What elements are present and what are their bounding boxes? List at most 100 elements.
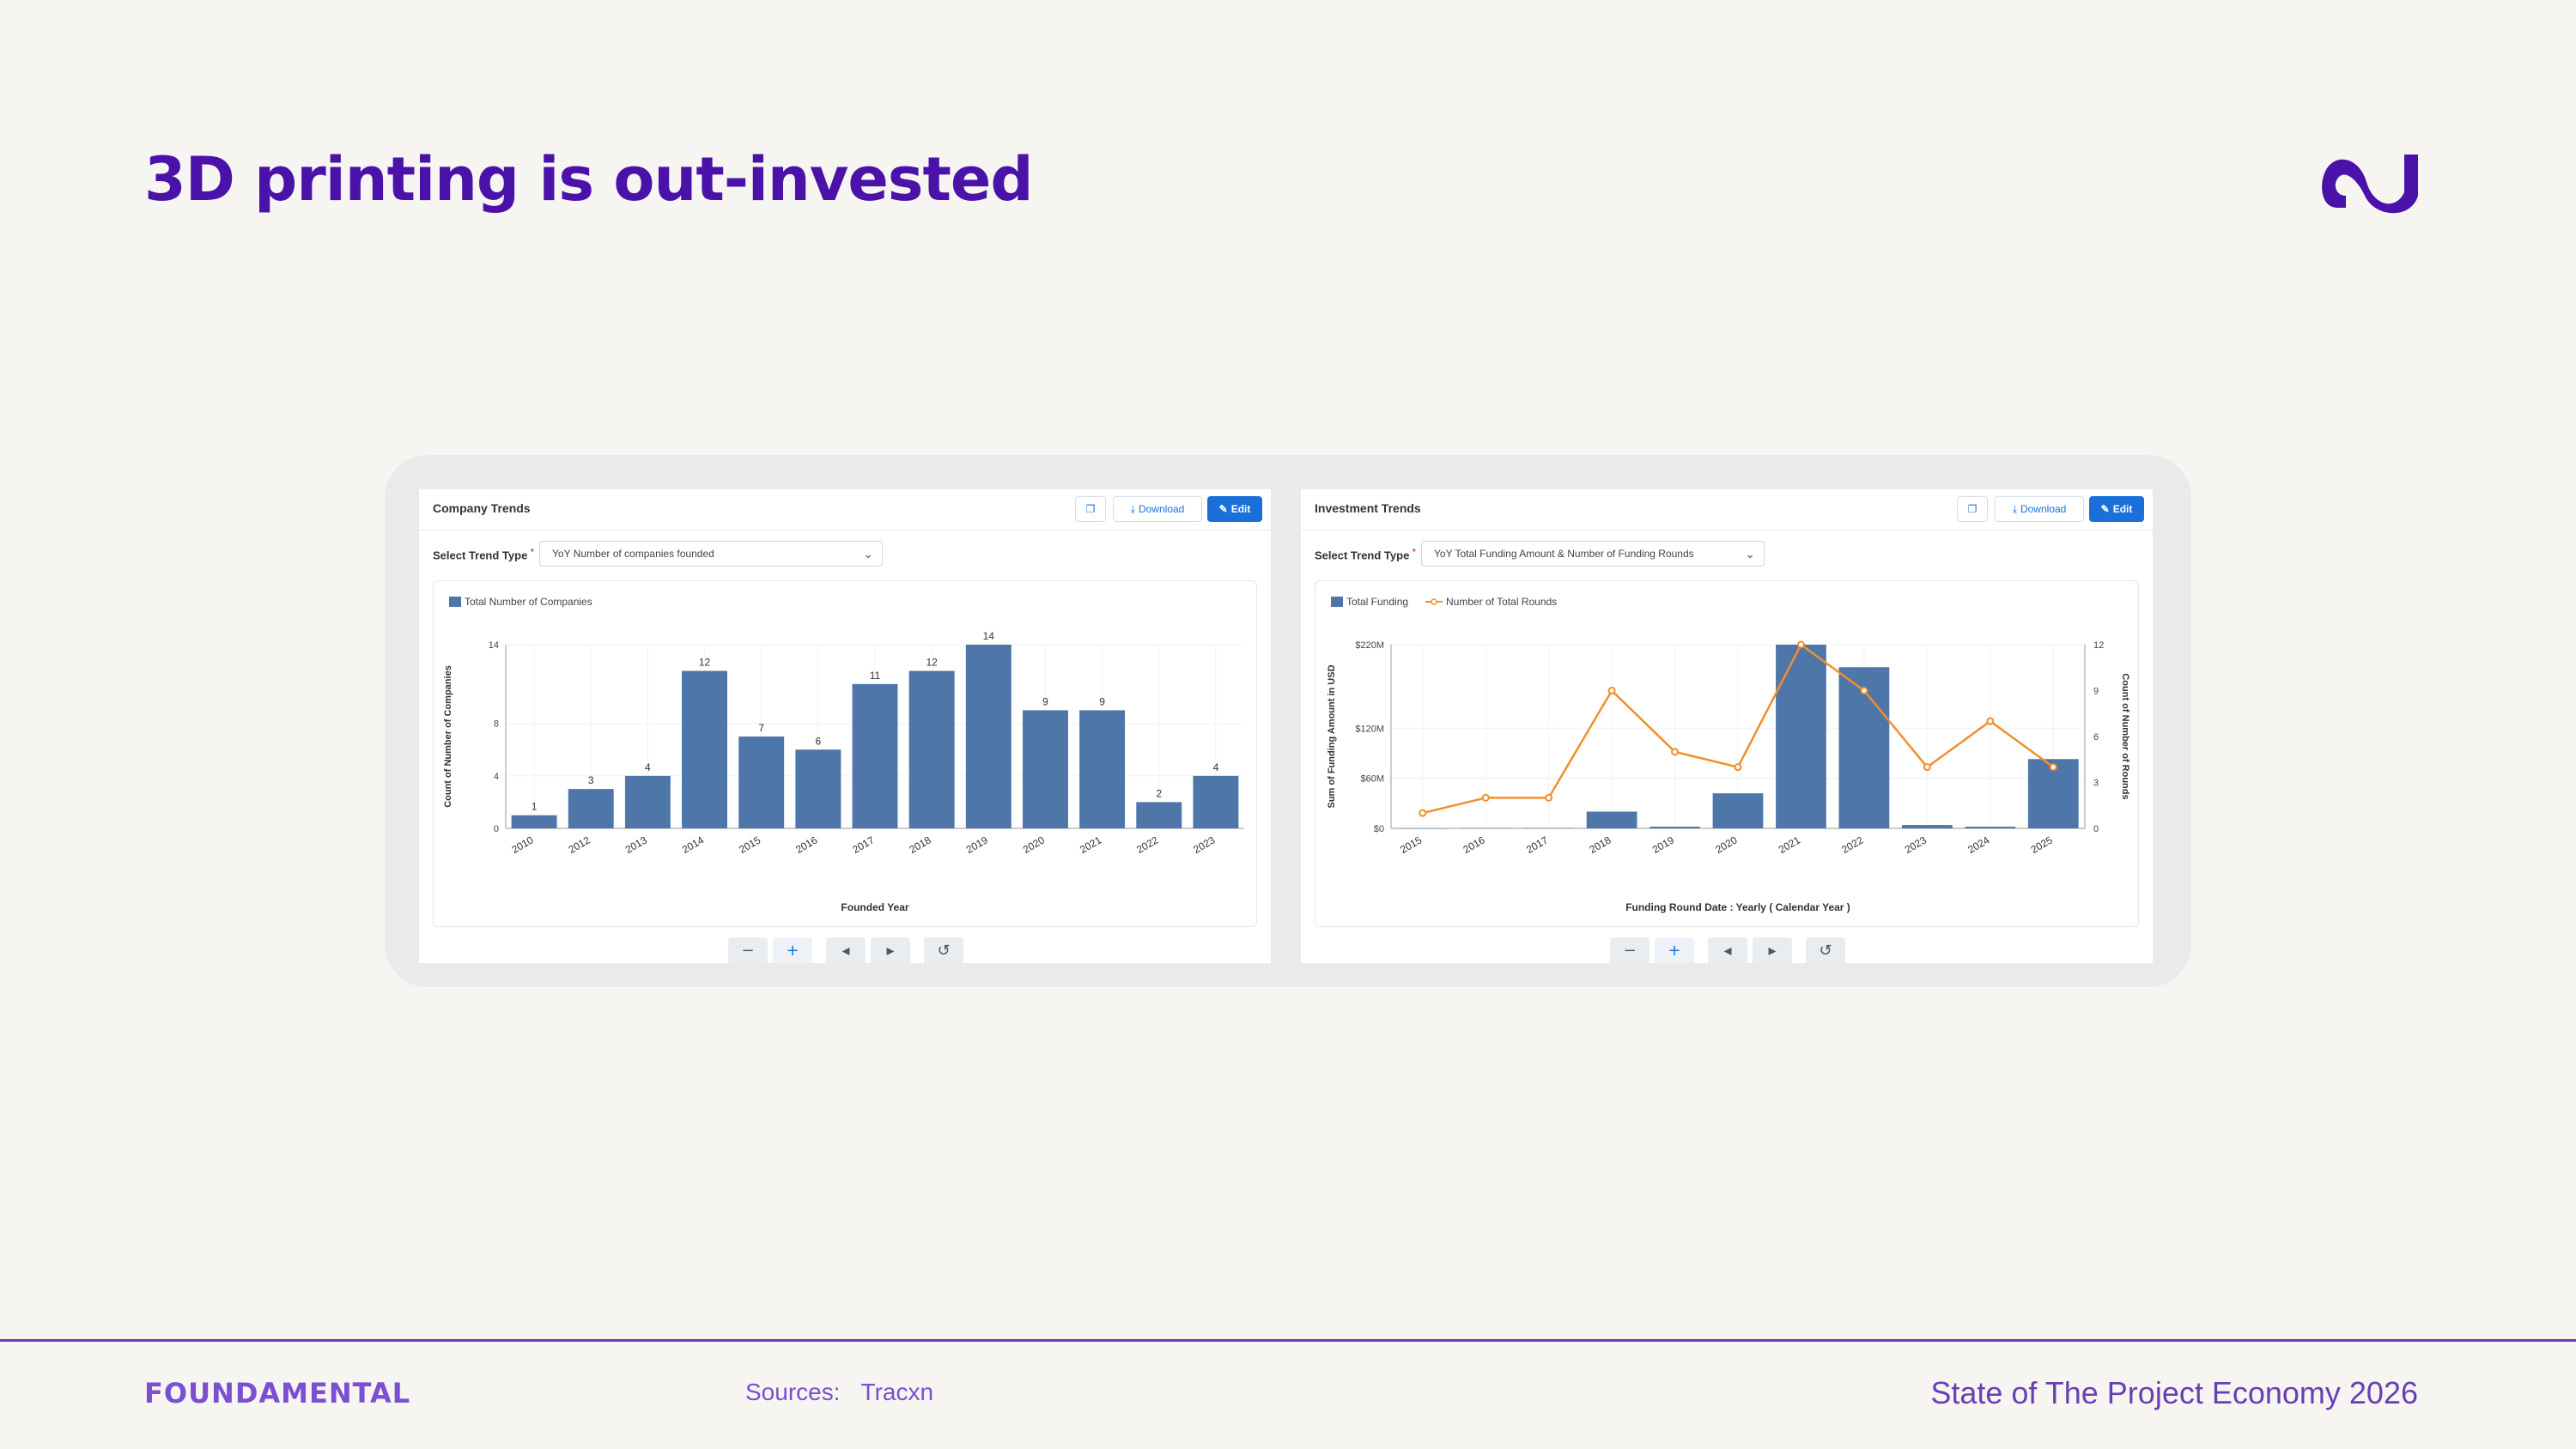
- bar: [1776, 645, 1826, 828]
- x-tick-label: 2019: [1650, 834, 1676, 856]
- x-axis-title: Funding Round Date : Yearly ( Calendar Y…: [1625, 901, 1850, 913]
- bar: [1649, 827, 1700, 828]
- edit-label: Edit: [2112, 503, 2133, 515]
- y-left-tick-label: $220M: [1355, 640, 1384, 651]
- trend-type-select[interactable]: YoY Total Funding Amount & Number of Fun…: [1421, 541, 1765, 567]
- bar: [682, 670, 727, 828]
- bar: [1397, 828, 1449, 829]
- y-right-tick-label: 3: [2093, 779, 2099, 789]
- chevron-down-icon: ⌄: [863, 547, 873, 561]
- y-left-axis-title: Sum of Funding Amount in USD: [1327, 664, 1337, 808]
- y-right-tick-label: 6: [2093, 732, 2099, 743]
- bar: [908, 670, 955, 828]
- y-right-tick-label: 0: [2093, 824, 2099, 834]
- x-tick-label: 2017: [850, 834, 876, 856]
- pencil-icon: ✎: [1218, 503, 1228, 515]
- edit-button[interactable]: ✎ Edit: [2089, 496, 2144, 522]
- x-tick-label: 2010: [509, 834, 535, 856]
- bar: [511, 815, 557, 828]
- y-right-tick-label: 9: [2093, 687, 2099, 697]
- legend-label-funding: Total Funding: [1346, 596, 1408, 608]
- company-trends-panel: Company Trends ❐ ⤓ Download ✎ Edit Select …: [419, 489, 1271, 963]
- x-tick-label: 2021: [1078, 834, 1103, 856]
- x-tick-label: 2022: [1134, 834, 1160, 856]
- x-tick-label: 2023: [1191, 834, 1217, 856]
- x-tick-label: 2020: [1713, 834, 1739, 856]
- y-left-tick-label: $0: [1374, 824, 1384, 834]
- footer-brand-logo: FOUNDAMENTAL: [144, 1377, 411, 1410]
- x-tick-label: 2025: [2029, 834, 2055, 856]
- x-tick-label: 2019: [964, 834, 990, 856]
- edit-button[interactable]: ✎ Edit: [1207, 496, 1262, 522]
- pan-right-button[interactable]: ▸: [871, 937, 910, 963]
- legend-swatch-funding: [1331, 597, 1343, 607]
- line-point: [1481, 793, 1490, 802]
- footer-sources: Sources: Tracxn: [745, 1379, 933, 1406]
- y-left-tick-label: $120M: [1355, 724, 1384, 734]
- x-tick-label: 2016: [793, 834, 819, 856]
- investment-trends-chart: Total Funding Number of Total Rounds $0 $60…: [1327, 596, 2130, 913]
- y-left-tick-label: $60M: [1360, 774, 1384, 785]
- x-tick-label: 2024: [1965, 834, 1991, 856]
- bar: [852, 683, 898, 828]
- data-label: 14: [983, 630, 995, 642]
- y-right-axis-title: Count of Number of Rounds: [2120, 673, 2130, 799]
- y-tick-label: 8: [494, 719, 499, 730]
- data-label: 9: [1042, 695, 1048, 707]
- x-tick-label: 2014: [680, 834, 706, 856]
- edit-label: Edit: [1230, 503, 1251, 515]
- footer-divider: [0, 1339, 2576, 1342]
- reset-zoom-button[interactable]: ↺: [924, 937, 963, 963]
- copy-icon: ❐: [1967, 503, 1978, 515]
- x-tick-label: 2016: [1461, 834, 1487, 856]
- trend-type-label-text: Select Trend Type: [1315, 549, 1410, 562]
- x-tick-label: 2015: [1398, 834, 1424, 856]
- download-button[interactable]: ⤓ Download: [1113, 496, 1202, 522]
- data-label: 3: [588, 774, 594, 786]
- copy-button[interactable]: ❐: [1957, 496, 1988, 522]
- legend-marker-rounds: [1431, 598, 1437, 605]
- x-tick-label: 2023: [1903, 834, 1929, 856]
- company-trends-chart: Total Number of Companies 0 4 8 14 1 2010 3 2012…: [443, 596, 1244, 913]
- pan-left-button[interactable]: ◂: [1708, 937, 1747, 963]
- legend-label-rounds: Number of Total Rounds: [1446, 596, 1557, 608]
- zoom-out-button[interactable]: −: [728, 937, 768, 963]
- x-tick-label: 2018: [1587, 834, 1613, 856]
- line-point: [1796, 640, 1805, 649]
- copy-button[interactable]: ❐: [1075, 496, 1106, 522]
- brand-logo-icon: [2322, 155, 2418, 214]
- download-label: Download: [2020, 503, 2067, 515]
- zoom-out-button[interactable]: −: [1610, 937, 1649, 963]
- panel-title: Company Trends: [433, 501, 531, 515]
- data-label: 2: [1156, 787, 1162, 799]
- panel-header: Investment Trends ❐ ⤓ Download ✎ Edit: [1301, 489, 2153, 530]
- chart-card: Total Number of Companies 0 4 8 14 1 2010 3 2012…: [433, 580, 1257, 927]
- bar: [1901, 825, 1953, 828]
- x-tick-label: 2020: [1021, 834, 1047, 856]
- zoom-controls: − + ◂ ▸ ↺: [1610, 937, 1845, 963]
- zoom-in-button[interactable]: +: [773, 937, 812, 963]
- pan-left-button[interactable]: ◂: [826, 937, 866, 963]
- x-tick-label: 2021: [1777, 834, 1802, 856]
- y-tick-label: 4: [494, 772, 499, 782]
- download-button[interactable]: ⤓ Download: [1995, 496, 2084, 522]
- investment-trends-panel: Investment Trends ❐ ⤓ Download ✎ Edit Sele…: [1301, 489, 2153, 963]
- zoom-in-button[interactable]: +: [1655, 937, 1694, 963]
- reset-zoom-button[interactable]: ↺: [1806, 937, 1845, 963]
- x-tick-label: 2013: [623, 834, 649, 856]
- data-label: 11: [870, 670, 881, 682]
- trend-type-select[interactable]: YoY Number of companies founded ⌄: [539, 541, 883, 567]
- sources-label: Sources:: [745, 1379, 841, 1405]
- trend-type-value: YoY Total Funding Amount & Number of Fun…: [1434, 548, 1694, 560]
- panel-title: Investment Trends: [1315, 501, 1421, 515]
- line-point: [1545, 793, 1553, 802]
- data-label: 7: [758, 722, 764, 734]
- bar: [624, 775, 671, 828]
- download-icon: ⤓: [2012, 502, 2017, 515]
- chevron-down-icon: ⌄: [1745, 547, 1755, 561]
- bar: [1023, 710, 1068, 828]
- data-label: 12: [926, 657, 938, 669]
- pan-right-button[interactable]: ▸: [1753, 937, 1792, 963]
- line-point: [1923, 763, 1931, 772]
- bar: [738, 737, 785, 828]
